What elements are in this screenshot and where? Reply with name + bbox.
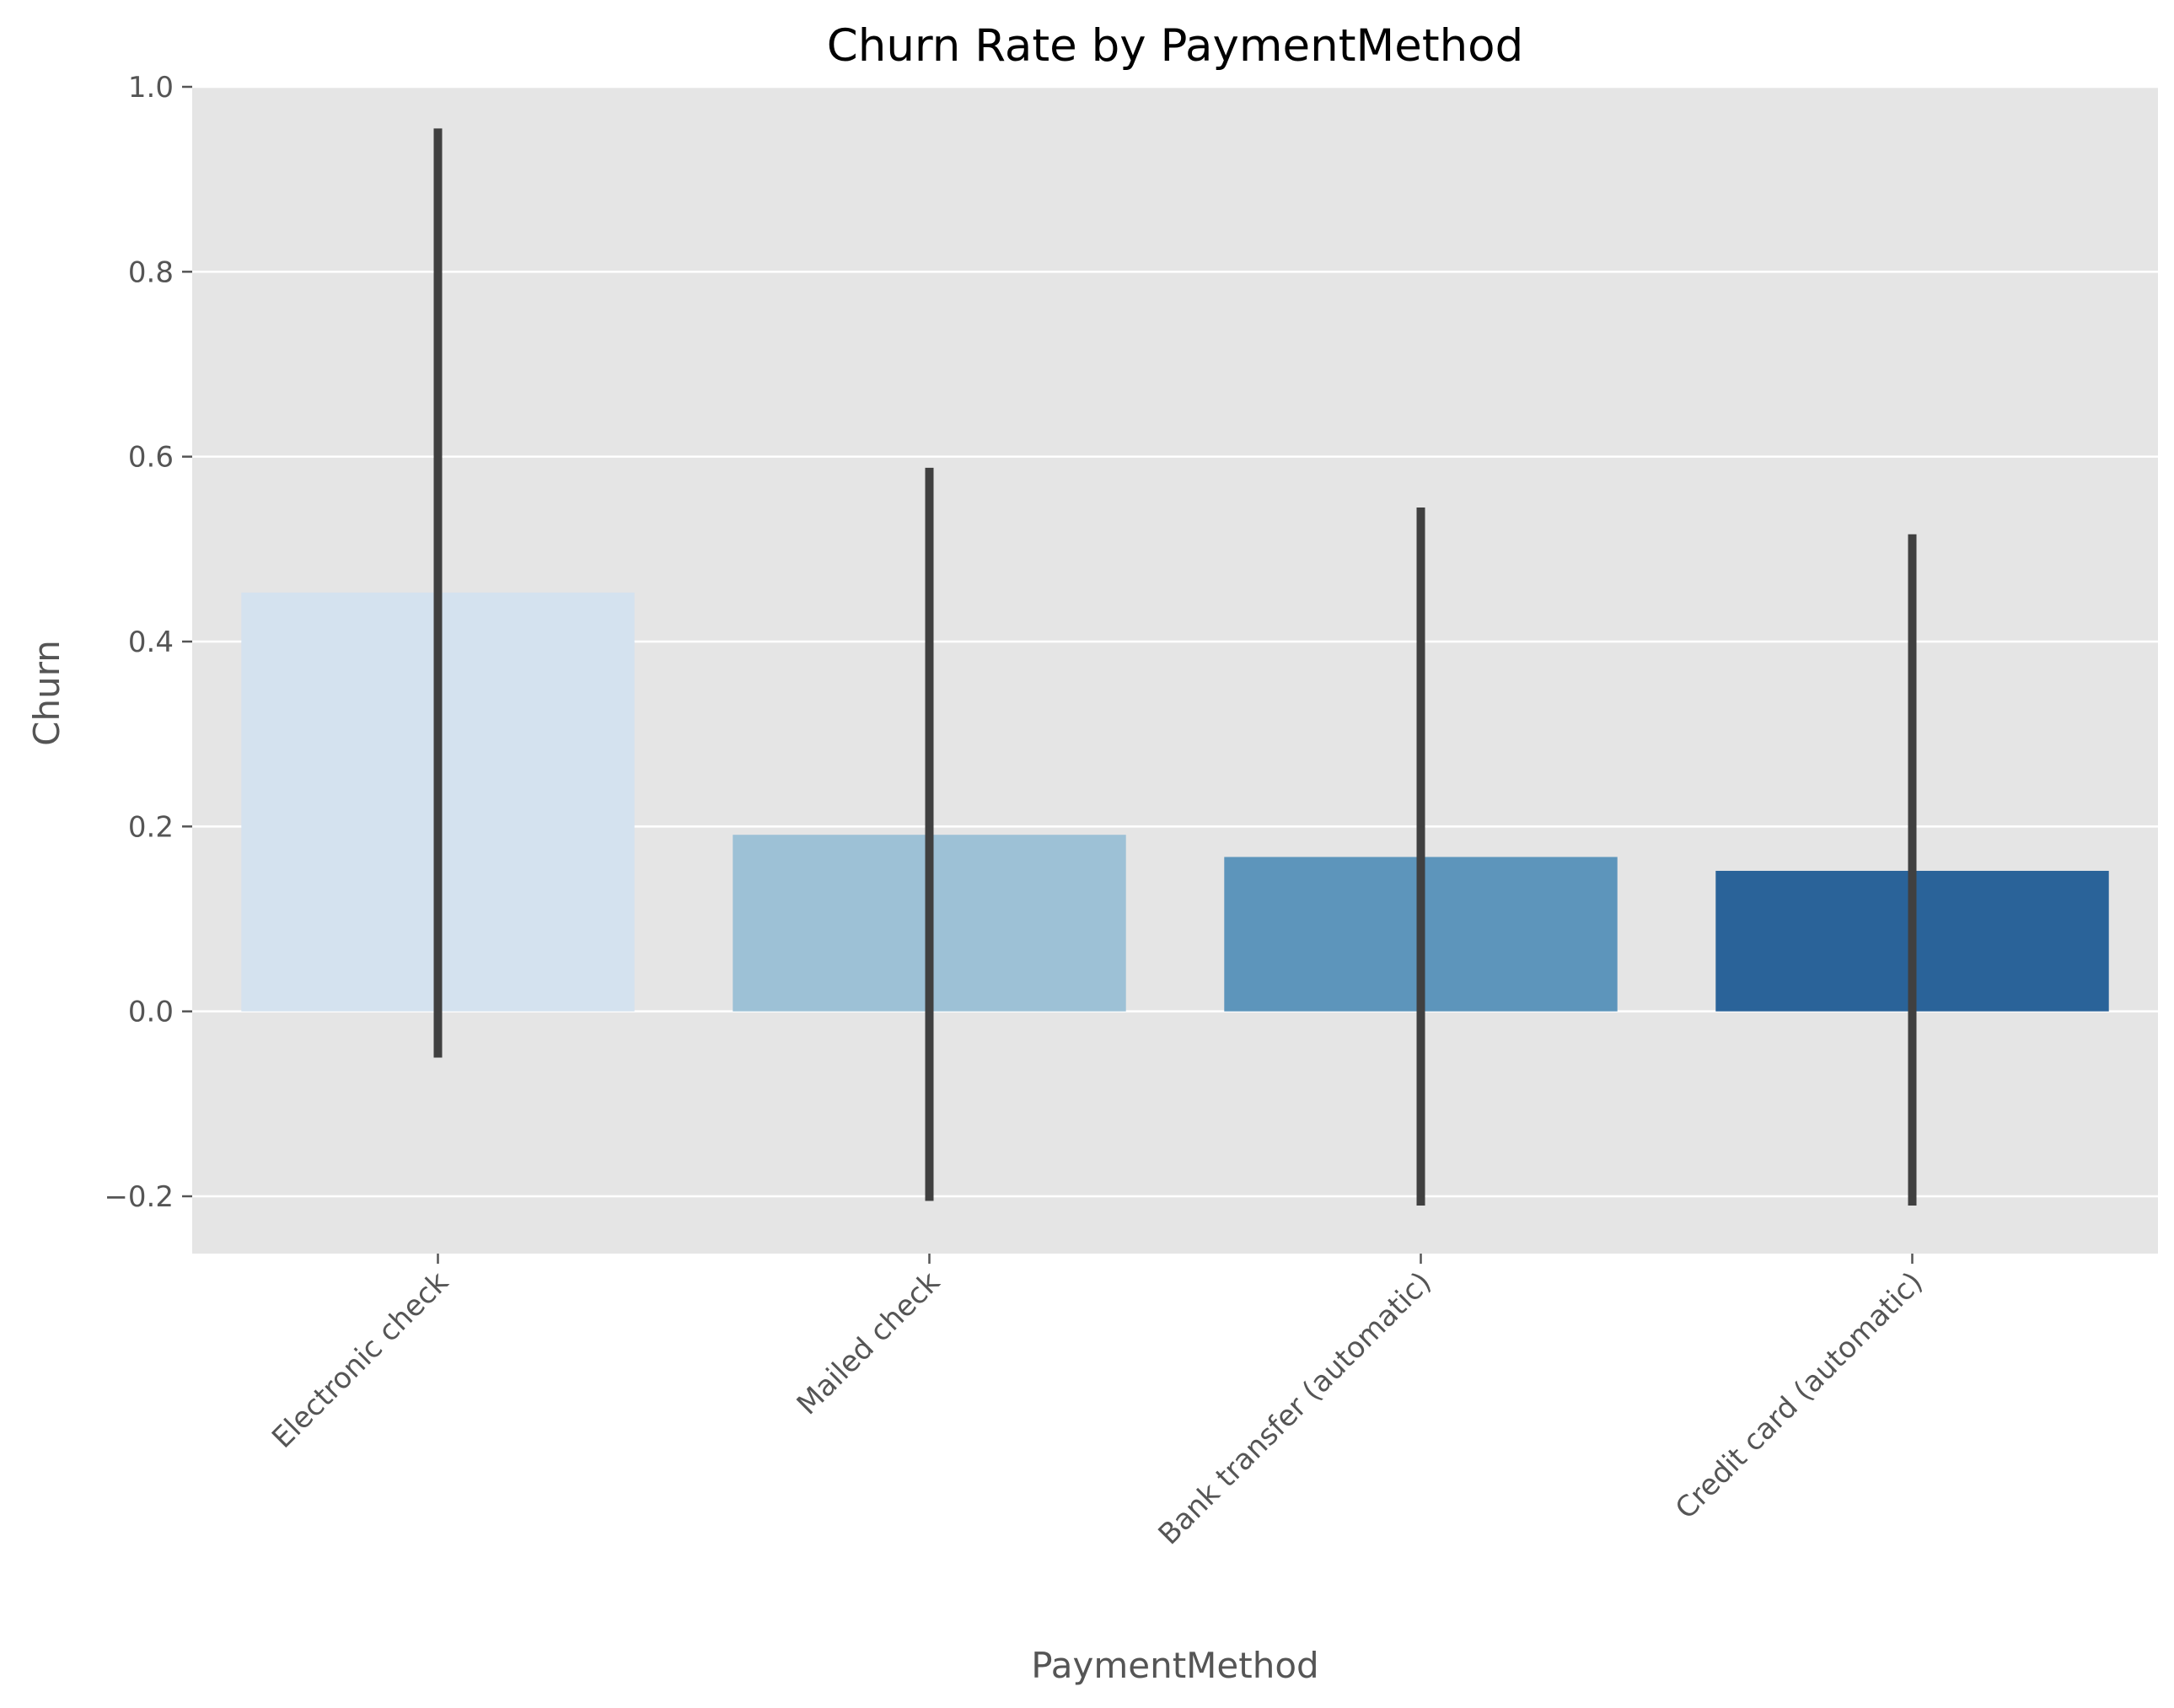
x-axis-ticks: Electronic check Mailed check Bank transfe… (266, 1254, 1930, 1551)
x-tick-label: Credit card (automatic) (1669, 1265, 1930, 1526)
y-tick-label: 0.0 (128, 996, 174, 1029)
chart-title: Churn Rate by PaymentMethod (827, 20, 1524, 72)
y-axis-ticks: −0.2 0.0 0.2 0.4 0.6 0.8 1.0 (104, 71, 192, 1214)
x-tick-label: Mailed check (791, 1265, 947, 1421)
y-tick-label: 1.0 (128, 71, 174, 105)
y-tick-label: 0.6 (128, 441, 174, 475)
x-tick-label: Bank transfer (automatic) (1152, 1265, 1438, 1551)
y-tick-label: 0.4 (128, 626, 174, 659)
y-tick-label: 0.2 (128, 810, 174, 844)
x-tick-label: Electronic check (266, 1265, 455, 1455)
error-bars (433, 128, 1917, 1206)
y-tick-label: 0.8 (128, 255, 174, 289)
y-tick-label: −0.2 (104, 1180, 174, 1214)
y-axis-label: Churn (26, 640, 67, 746)
x-axis-label: PaymentMethod (1031, 1645, 1318, 1686)
